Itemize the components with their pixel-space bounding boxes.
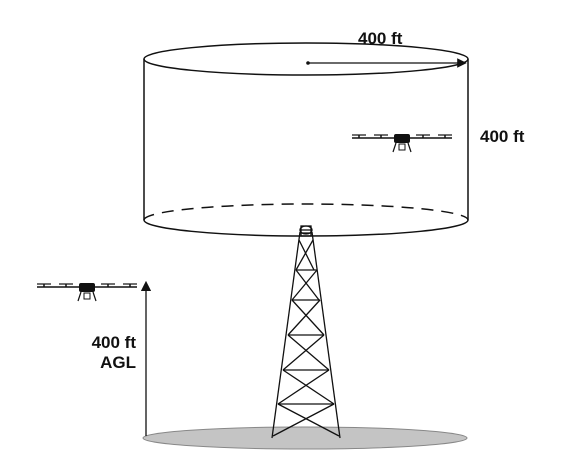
tower-icon [271,225,341,439]
center-dot [306,61,310,65]
agl-unit: AGL [100,353,136,372]
drone-icon [36,282,138,302]
radius-label: 400 ft [358,29,403,48]
height-label: 400 ft [480,127,525,146]
agl-label: 400 ft AGL [70,333,136,373]
drone-icon [351,133,453,153]
ground-ellipse [142,426,468,450]
agl-value: 400 ft [91,333,136,352]
airspace-cylinder [143,42,469,237]
